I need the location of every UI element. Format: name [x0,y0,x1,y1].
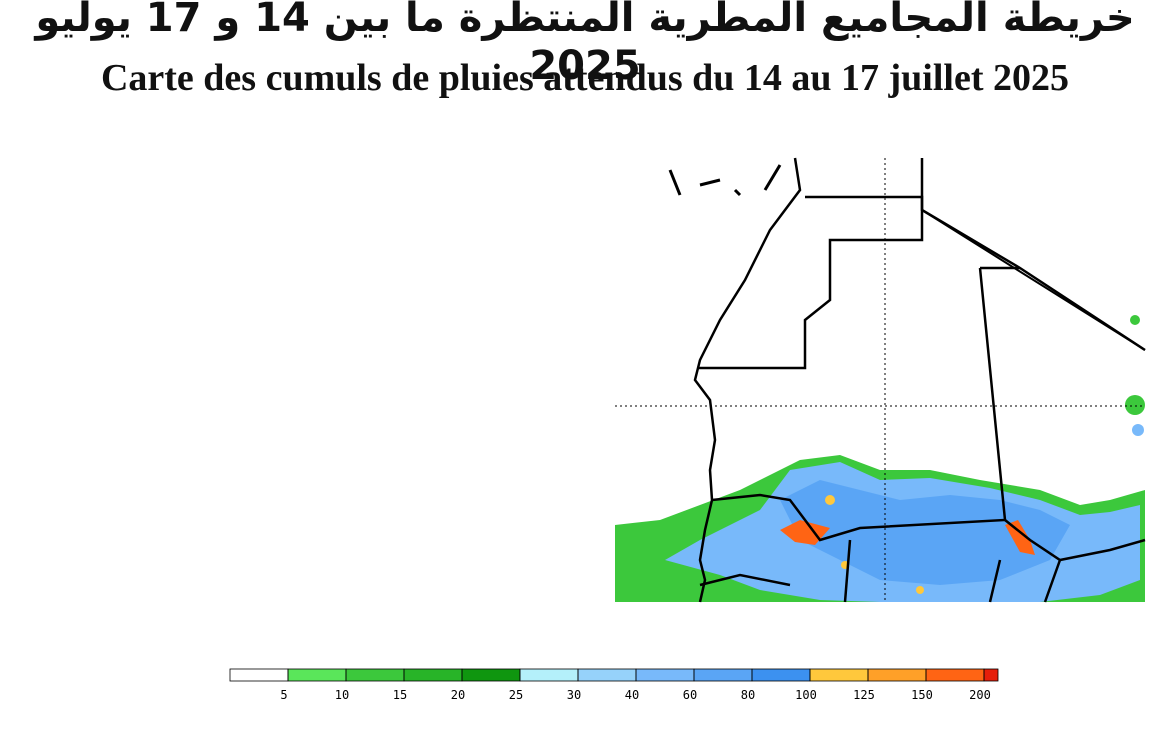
colorbar-label: 15 [393,688,407,702]
colorbar-segment [867,668,927,682]
colorbar-label: 20 [451,688,465,702]
colorbar-label: 60 [683,688,697,702]
title-french: Carte des cumuls de pluies attendus du 1… [100,57,1070,99]
colorbar-segment [461,668,521,682]
colorbar-label: 10 [335,688,349,702]
colorbar-label: 30 [567,688,581,702]
colorbar-label: 200 [969,688,991,702]
colorbar-segment [229,668,289,682]
colorbar: 5 10 15 20 25 30 40 60 80 100 125 150 200 [229,668,999,702]
colorbar-segment [287,668,347,682]
colorbar-segment [751,668,811,682]
rainfall-field [615,315,1145,602]
colorbar-label: 100 [795,688,817,702]
colorbar-label: 150 [911,688,933,702]
borders [668,157,1146,603]
graticule [615,158,1145,602]
colorbar-segment [519,668,579,682]
colorbar-label: 40 [625,688,639,702]
colorbar-label: 25 [509,688,523,702]
colorbar-segment [983,668,999,682]
colorbar-segment [635,668,695,682]
colorbar-segment [577,668,637,682]
colorbar-label: 125 [853,688,875,702]
colorbar-segment [693,668,753,682]
colorbar-segment [345,668,405,682]
colorbar-label: 80 [741,688,755,702]
colorbar-segment [925,668,985,682]
colorbar-label: 5 [280,688,287,702]
colorbar-segment [809,668,869,682]
title-arabic: خريطة المجاميع المطرية المنتظرة ما بين 1… [35,0,1135,89]
colorbar-segment [403,668,463,682]
